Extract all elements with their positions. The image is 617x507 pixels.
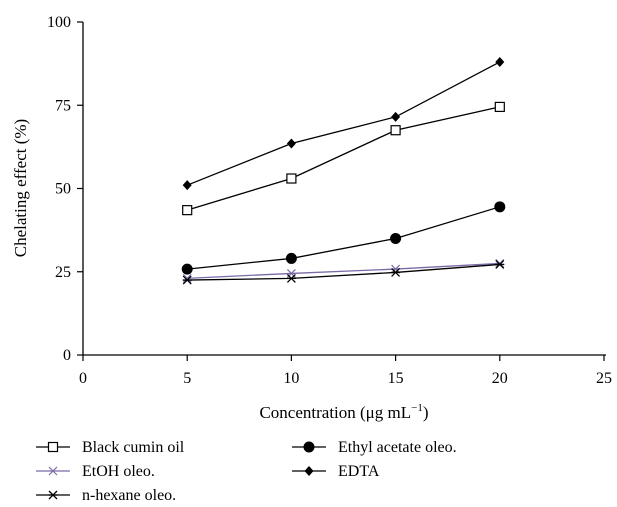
series-line-ethyl-acetate-oleo [187, 206, 500, 270]
series-line-edta [186, 61, 501, 186]
legend-item-etoh-oleo: EtOH oleo. [36, 463, 155, 480]
x-tick-label: 15 [388, 370, 404, 387]
x-tick-label: 20 [492, 370, 508, 387]
legend-label: Ethyl acetate oleo. [338, 439, 457, 456]
x-axis-title: Concentration (μg mL−1) [259, 402, 428, 422]
data-point-black-cumin-oil [182, 205, 193, 216]
y-axis-title: Chelating effect (%) [11, 119, 30, 257]
x-axis-title-tail: ) [423, 403, 429, 422]
data-point-edta [495, 56, 505, 67]
data-point-black-cumin-oil [390, 125, 401, 136]
legend-label: EtOH oleo. [82, 463, 155, 480]
legend-marker [48, 490, 58, 500]
data-point-n-hexane-oleo [391, 267, 401, 277]
series-ethyl-acetate-oleo [181, 201, 506, 275]
x-tick-label: 0 [79, 370, 87, 387]
axes [82, 22, 606, 356]
series-edta [182, 56, 505, 191]
series-n-hexane-oleo [182, 259, 505, 285]
y-tick-label: 75 [55, 97, 71, 114]
data-point-edta [391, 111, 401, 122]
data-point-n-hexane-oleo [495, 259, 505, 269]
x-tick-label: 5 [183, 370, 191, 387]
legend-marker [303, 441, 315, 453]
series-black-cumin-oil [182, 101, 505, 216]
legend-label: Black cumin oil [82, 439, 185, 456]
y-tick-label: 0 [63, 347, 71, 364]
legend: Black cumin oil Ethyl acetate oleo. EtOH o… [36, 439, 457, 504]
legend-item-black-cumin-oil: Black cumin oil [36, 439, 185, 456]
data-point-n-hexane-oleo [286, 273, 296, 283]
legend-item-n-hexane-oleo: n-hexane oleo. [36, 487, 176, 504]
series-line-etoh-oleo [187, 262, 500, 280]
data-point-etoh-oleo [495, 259, 505, 268]
data-series [181, 56, 506, 285]
legend-marker [48, 466, 58, 476]
data-point-ethyl-acetate-oleo [181, 263, 193, 275]
data-point-etoh-oleo [182, 273, 192, 283]
series-line-n-hexane-oleo [187, 263, 500, 281]
y-tick-label: 50 [55, 181, 71, 198]
legend-item-ethyl-acetate-oleo: Ethyl acetate oleo. [292, 439, 457, 456]
data-point-ethyl-acetate-oleo [390, 232, 402, 244]
series-etoh-oleo [182, 259, 505, 283]
legend-item-edta: EDTA [292, 463, 380, 480]
data-point-black-cumin-oil [286, 173, 297, 184]
x-tick-label: 25 [596, 370, 612, 387]
legend-marker [47, 441, 59, 453]
data-point-black-cumin-oil [494, 101, 505, 113]
series-line-black-cumin-oil [187, 106, 500, 211]
x-axis-title-superscript: −1 [411, 402, 423, 414]
legend-label: n-hexane oleo. [82, 487, 176, 504]
y-tick-label: 100 [47, 14, 71, 31]
data-point-ethyl-acetate-oleo [285, 252, 297, 264]
legend-marker [304, 466, 314, 476]
data-point-ethyl-acetate-oleo [494, 201, 506, 213]
x-tick-label: 10 [283, 370, 299, 387]
legend-label: EDTA [338, 463, 380, 480]
data-point-edta [286, 138, 296, 149]
axis-ticks: 0 25 50 75 100 0 5 10 15 20 25 [47, 14, 612, 387]
y-tick-label: 25 [55, 264, 71, 281]
data-point-edta [182, 180, 192, 191]
data-point-n-hexane-oleo [182, 275, 192, 285]
x-axis-title-main: Concentration (μg mL [259, 403, 411, 422]
